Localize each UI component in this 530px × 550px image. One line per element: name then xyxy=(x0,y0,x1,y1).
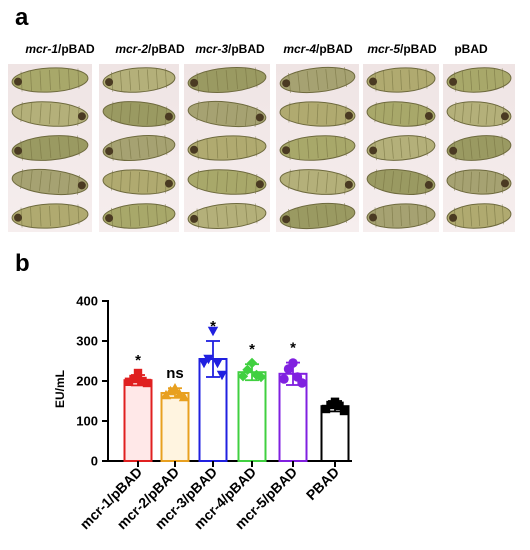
significance-label: * xyxy=(290,340,296,357)
panel-letter-a: a xyxy=(15,4,29,31)
larvae-photo-1 xyxy=(8,64,92,232)
larva-image xyxy=(187,100,267,128)
strain-plasmid-suffix: /pBAD xyxy=(316,42,353,56)
data-point xyxy=(246,357,258,369)
larva-image xyxy=(102,134,176,162)
larva-image xyxy=(11,67,89,93)
endotoxin-bar-chart: 0100200300400EU/mL*mcr-1/pBADnsmcr-2/pBA… xyxy=(53,294,352,532)
larva-image xyxy=(11,168,89,196)
strain-plasmid-suffix: pBAD xyxy=(454,42,488,56)
strain-gene-name: mcr-2 xyxy=(115,42,148,56)
strain-label-2: mcr-2/pBAD xyxy=(105,42,195,56)
larva-image xyxy=(11,101,89,127)
larva-image xyxy=(446,169,512,195)
larva-image xyxy=(446,101,512,127)
panel-letter-b: b xyxy=(15,250,30,277)
bar xyxy=(278,372,308,462)
data-point xyxy=(138,376,147,386)
strain-gene-name: mcr-1 xyxy=(25,42,58,56)
y-tick-label: 400 xyxy=(76,294,98,309)
data-point xyxy=(212,358,223,369)
larva-image xyxy=(446,67,512,93)
strain-plasmid-suffix: /pBAD xyxy=(228,42,265,56)
bar xyxy=(160,392,190,462)
data-point xyxy=(330,397,340,406)
strain-plasmid-suffix: /pBAD xyxy=(148,42,185,56)
strain-plasmid-suffix: /pBAD xyxy=(400,42,437,56)
y-tick-label: 200 xyxy=(76,374,98,389)
strain-label-6: pBAD xyxy=(426,42,516,56)
data-point xyxy=(203,354,214,365)
larvae-photo-3 xyxy=(184,64,270,232)
larva-image xyxy=(279,101,356,127)
data-point xyxy=(129,374,138,384)
data-point xyxy=(165,385,176,396)
larva-image xyxy=(366,135,436,161)
strain-gene-name: mcr-5 xyxy=(367,42,400,56)
larvae-photo-6 xyxy=(443,64,515,232)
larva-image xyxy=(102,101,176,127)
larva-image xyxy=(279,135,356,161)
larva-image xyxy=(187,67,267,93)
larvae-photo-5 xyxy=(363,64,439,232)
y-tick-label: 100 xyxy=(76,414,98,429)
larva-image xyxy=(366,101,436,127)
strain-plasmid-suffix: /pBAD xyxy=(58,42,95,56)
strain-label-5: mcr-5/pBAD xyxy=(357,42,447,56)
larva-image xyxy=(102,67,176,93)
significance-label: ns xyxy=(166,365,184,382)
larvae-photo-4 xyxy=(276,64,359,232)
data-point xyxy=(251,369,262,381)
data-point xyxy=(169,383,181,393)
bar xyxy=(237,371,267,462)
larva-image xyxy=(366,67,436,93)
data-point xyxy=(339,406,349,416)
larva-image xyxy=(366,169,436,195)
data-point xyxy=(198,358,210,369)
strain-gene-name: mcr-3 xyxy=(195,42,228,56)
data-point xyxy=(216,370,228,381)
data-point xyxy=(207,326,219,337)
larva-image xyxy=(187,203,267,229)
larva-image xyxy=(11,135,89,161)
y-axis-title: EU/mL xyxy=(53,370,67,408)
larva-image xyxy=(446,203,512,229)
data-point xyxy=(335,401,344,410)
data-point xyxy=(242,364,253,375)
larva-image xyxy=(279,202,356,230)
bar xyxy=(123,379,153,462)
data-point xyxy=(279,374,289,384)
x-tick-label: PBAD xyxy=(303,464,342,503)
data-point xyxy=(237,371,249,382)
data-point xyxy=(288,358,298,368)
larva-image xyxy=(279,169,356,195)
data-point xyxy=(321,404,331,414)
data-point xyxy=(142,378,152,388)
data-point xyxy=(178,391,190,402)
y-tick-label: 300 xyxy=(76,334,98,349)
y-tick-label: 0 xyxy=(91,454,98,469)
larva-image xyxy=(102,203,176,229)
data-point xyxy=(124,377,134,386)
strain-label-3: mcr-3/pBAD xyxy=(185,42,275,56)
larva-image xyxy=(11,203,89,229)
larvae-photo-2 xyxy=(99,64,179,232)
larva-image xyxy=(446,135,512,161)
larva-image xyxy=(279,66,356,94)
larva-image xyxy=(187,135,267,161)
significance-label: * xyxy=(249,341,255,358)
strain-gene-name: mcr-4 xyxy=(283,42,316,56)
data-point xyxy=(255,371,267,383)
significance-label: * xyxy=(135,352,141,369)
data-point xyxy=(297,378,307,388)
data-point xyxy=(133,368,143,378)
data-point xyxy=(326,400,335,410)
significance-label: * xyxy=(210,318,216,335)
strain-label-1: mcr-1/pBAD xyxy=(15,42,105,56)
larva-image xyxy=(187,169,267,195)
larva-image xyxy=(366,203,436,229)
larva-image xyxy=(102,169,176,195)
strain-label-4: mcr-4/pBAD xyxy=(273,42,363,56)
